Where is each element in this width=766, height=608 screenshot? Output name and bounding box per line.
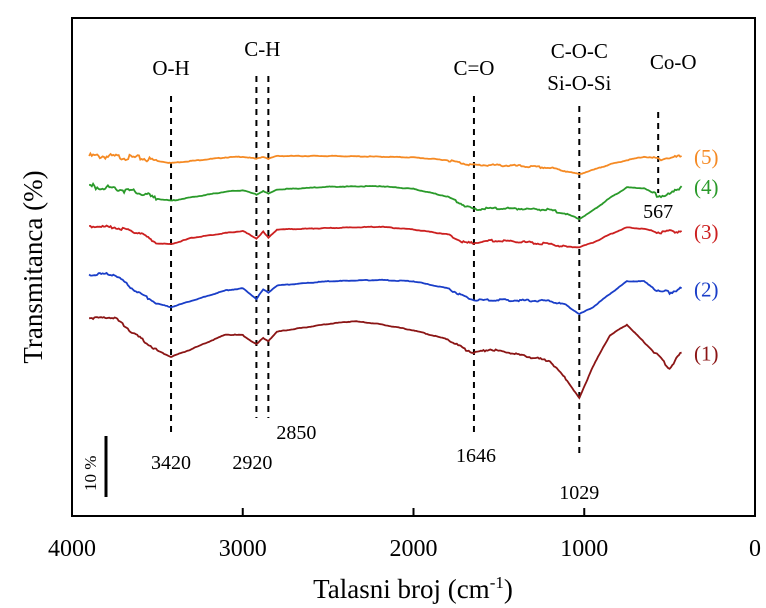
scale-bar-label: 10 % <box>81 456 100 491</box>
band-assignment-labels: O-H C-H C=O C-O-C Si-O-Si Co-O <box>152 37 696 95</box>
scale-bar: 10 % <box>81 436 108 497</box>
x-tick-label: 4000 <box>48 536 96 562</box>
series-line-5 <box>88 316 682 400</box>
x-axis-title: Talasni broj (cm-1) <box>313 573 513 604</box>
peak-label: 1029 <box>559 482 599 504</box>
band-label: C=O <box>453 56 494 80</box>
peak-label: 2850 <box>276 422 316 444</box>
peak-label: 1646 <box>456 445 496 467</box>
band-label: Si-O-Si <box>547 71 611 95</box>
series-label: (5) <box>694 145 719 169</box>
series-label: (2) <box>694 277 719 301</box>
series-line-3 <box>89 224 683 249</box>
y-axis-title: Transmitanca (%) <box>18 170 48 363</box>
x-tick-label: 2000 <box>390 536 438 562</box>
series-label: (1) <box>694 342 719 366</box>
series-line-1 <box>88 151 683 176</box>
x-tick-label: 1000 <box>560 536 608 562</box>
peak-marker-lines <box>170 76 660 458</box>
series-label: (3) <box>694 220 719 244</box>
x-tick-label: 0 <box>749 536 761 562</box>
band-label: C-H <box>244 37 280 61</box>
band-label: Co-O <box>650 50 697 74</box>
band-label: C-O-C <box>551 39 608 63</box>
peak-label: 567 <box>643 201 673 223</box>
series-label: (4) <box>694 175 719 199</box>
band-label: O-H <box>152 56 189 80</box>
peak-label: 2920 <box>232 452 272 474</box>
x-axis-ticks: 4000 3000 2000 1000 0 <box>48 508 761 562</box>
series-line-2 <box>88 182 683 221</box>
x-tick-label: 3000 <box>219 536 267 562</box>
series-line-4 <box>88 271 683 316</box>
peak-label: 3420 <box>151 452 191 474</box>
spectra-series <box>88 151 683 400</box>
series-labels: (5) (4) (3) (2) (1) <box>694 145 719 366</box>
plot-frame <box>71 17 756 517</box>
